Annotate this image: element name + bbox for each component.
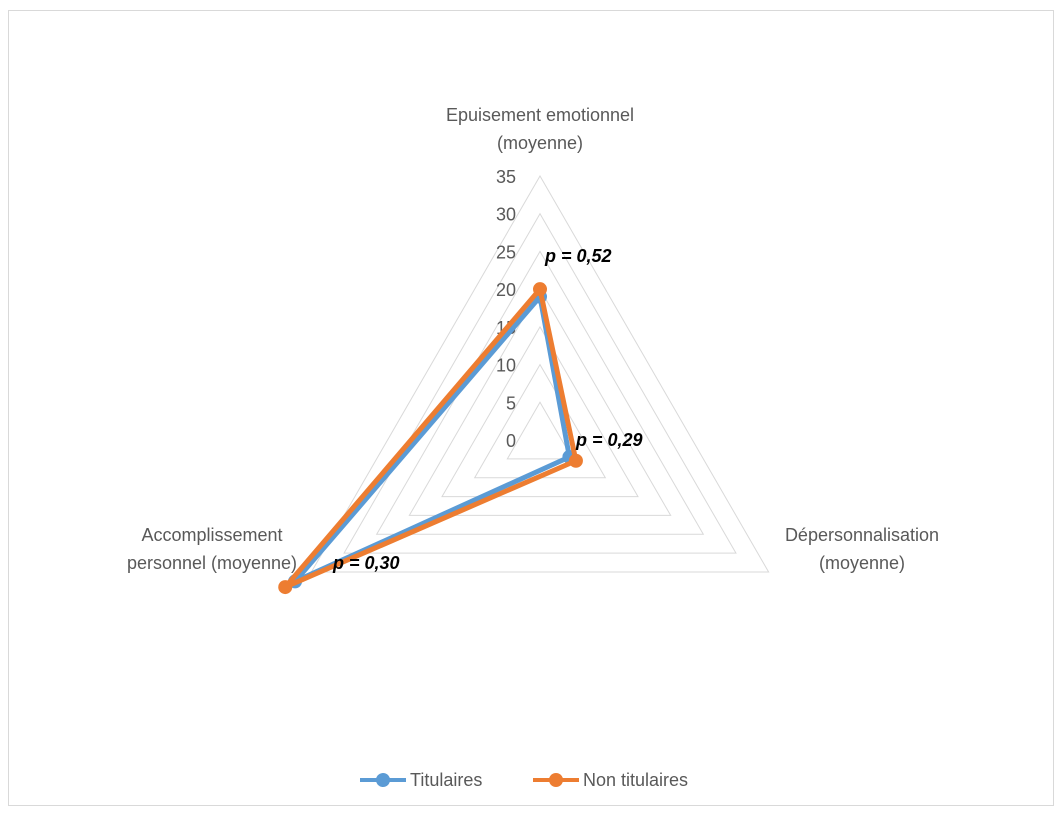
radar-annotations: p = 0,52 p = 0,29 p = 0,30 bbox=[332, 246, 643, 573]
tick-label: 20 bbox=[496, 280, 516, 300]
grid-ring bbox=[441, 325, 639, 498]
grid-ring bbox=[473, 363, 607, 479]
legend-swatch-marker bbox=[549, 773, 563, 787]
legend-swatch-marker bbox=[376, 773, 390, 787]
series-point bbox=[278, 580, 293, 595]
radar-grid bbox=[310, 174, 770, 573]
axis-label: Accomplissement personnel (moyenne) bbox=[127, 525, 297, 573]
radar-series bbox=[278, 282, 583, 595]
series-point bbox=[533, 282, 547, 297]
chart-frame bbox=[8, 10, 1054, 806]
tick-label: 25 bbox=[496, 242, 516, 262]
tick-label: 30 bbox=[496, 205, 516, 225]
legend-entry: Non titulaires bbox=[583, 770, 688, 790]
tick-label: 35 bbox=[496, 167, 516, 187]
tick-label: 5 bbox=[506, 393, 516, 413]
tick-label: 10 bbox=[496, 356, 516, 376]
grid-ring bbox=[408, 288, 672, 516]
series-point bbox=[568, 453, 583, 468]
axis-label: Epuisement emotionnel (moyenne) bbox=[446, 105, 634, 153]
tick-label: 0 bbox=[506, 431, 516, 451]
chart-legend: Titulaires Non titulaires bbox=[360, 770, 688, 790]
series-line bbox=[282, 286, 579, 590]
p-value-label: p = 0,52 bbox=[544, 246, 612, 266]
radar-axis-labels: Epuisement emotionnel (moyenne) Dépersonna… bbox=[127, 105, 939, 573]
series-line bbox=[292, 294, 572, 584]
p-value-label: p = 0,30 bbox=[332, 553, 400, 573]
grid-ring bbox=[343, 212, 737, 554]
grid-ring bbox=[310, 174, 770, 573]
axis-label: Dépersonnalisation (moyenne) bbox=[785, 525, 939, 573]
legend-entry: Titulaires bbox=[410, 770, 482, 790]
p-value-label: p = 0,29 bbox=[575, 430, 643, 450]
grid-ring bbox=[506, 401, 574, 460]
